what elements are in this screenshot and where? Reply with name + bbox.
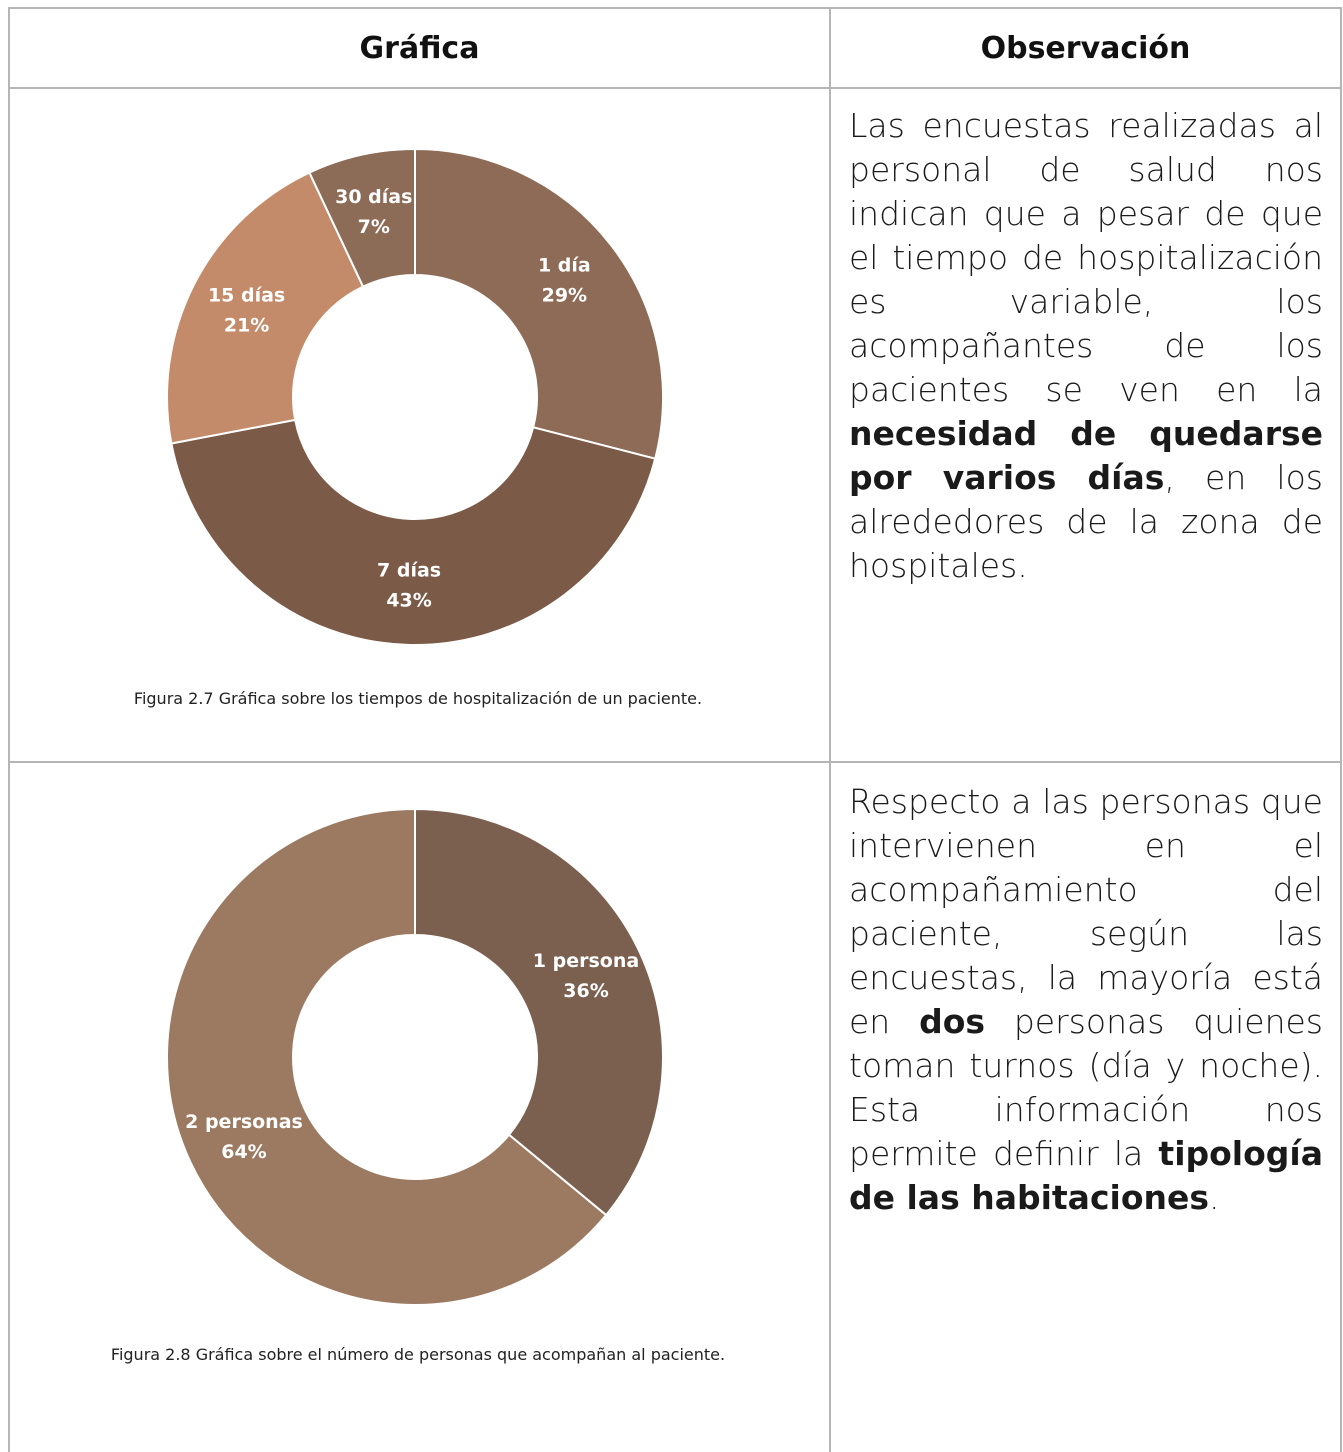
border <box>1340 7 1342 1452</box>
observation-text: personas quienes toman turnos (día y noc… <box>849 1002 1323 1173</box>
border <box>8 87 1342 89</box>
observation-text: tipología de las habitaciones <box>849 1134 1323 1217</box>
slice-label: 7 días <box>377 559 441 581</box>
observation: Las encuestas realizadas al personal de … <box>849 104 1323 588</box>
observation-text: dos <box>919 1002 986 1041</box>
slice <box>308 147 416 288</box>
header-cell: Observación <box>980 30 1191 66</box>
slice <box>414 147 664 460</box>
slice <box>166 807 608 1306</box>
slice-value: 7% <box>358 216 390 238</box>
observation: Respecto a las personas que intervienen … <box>849 780 1323 1220</box>
caption: Figura 2.7 Gráfica sobre los tiempos de … <box>133 689 703 708</box>
slice-value: 29% <box>542 285 587 307</box>
observation-text: Las encuestas realizadas al personal de … <box>849 106 1323 409</box>
slice-value: 21% <box>224 315 269 337</box>
slice-value: 64% <box>221 1141 266 1163</box>
border <box>8 7 10 1452</box>
slice <box>170 418 657 646</box>
slice-label: 2 personas <box>185 1111 303 1133</box>
slice-label: 15 días <box>208 285 285 307</box>
header-cell: Gráfica <box>359 30 480 66</box>
observation-text: , en los alrededores de la zona de hospi… <box>849 458 1323 585</box>
slice-label: 1 persona <box>533 950 639 972</box>
donut-chart: 1 día 29% 7 días 43% 15 días 21% 30 días 7% <box>166 147 664 646</box>
border <box>8 7 1342 9</box>
slice-label: 30 días <box>335 186 412 208</box>
slice-value: 43% <box>386 589 431 611</box>
observation-text: . <box>1209 1178 1220 1217</box>
slice <box>414 807 664 1217</box>
donut-chart: 1 persona 36% 2 personas 64% <box>166 807 664 1306</box>
border <box>829 7 831 1452</box>
border <box>8 761 1342 763</box>
caption: Figura 2.8 Gráfica sobre el número de pe… <box>110 1345 726 1364</box>
observation-text: necesidad de quedarse por varios días <box>849 414 1323 497</box>
slice <box>166 171 365 445</box>
slice-value: 36% <box>563 980 608 1002</box>
slice-label: 1 día <box>538 255 591 277</box>
observation-text: Respecto a las personas que intervienen … <box>849 782 1323 1041</box>
